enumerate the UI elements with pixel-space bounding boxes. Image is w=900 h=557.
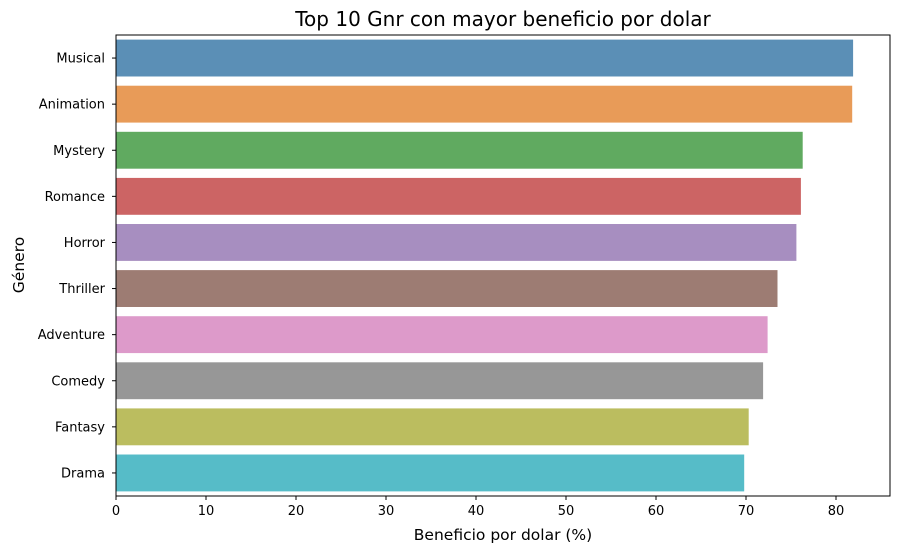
x-tick-label: 70: [738, 504, 755, 519]
bar-animation: [116, 85, 853, 123]
y-tick-label: Fantasy: [55, 420, 105, 435]
x-tick-label: 20: [288, 504, 305, 519]
plot-area: Musical Animation Mystery Romance Horror Thri…: [38, 34, 891, 519]
y-tick-label: Mystery: [53, 144, 105, 159]
bar-mystery: [116, 131, 803, 169]
plot-frame: [115, 34, 891, 497]
y-tick-label: Adventure: [38, 328, 105, 343]
y-tick-label: Animation: [39, 98, 105, 113]
bar-fantasy: [116, 408, 749, 446]
y-tick-label: Horror: [64, 236, 106, 251]
bar-musical: [116, 39, 854, 77]
x-axis-label: Beneficio por dolar (%): [414, 526, 592, 544]
bar-horror: [116, 224, 797, 261]
y-tick-label: Romance: [45, 190, 105, 205]
x-tick-label: 0: [112, 504, 120, 519]
x-tick-label: 60: [648, 504, 665, 519]
y-tick-label: Comedy: [51, 374, 105, 389]
x-tick-label: 30: [378, 504, 395, 519]
bar-romance: [116, 177, 801, 215]
y-tick-label: Drama: [61, 466, 105, 481]
bar-thriller: [116, 270, 778, 307]
y-tick-label: Musical: [56, 52, 105, 67]
bar-adventure: [116, 316, 768, 354]
bar-comedy: [116, 362, 764, 400]
bar-drama: [116, 454, 745, 492]
chart-title: Top 10 Gnr con mayor beneficio por dolar: [294, 7, 711, 31]
x-tick-label: 80: [828, 504, 845, 519]
y-tick-label: Thriller: [58, 282, 105, 297]
x-tick-label: 50: [558, 504, 575, 519]
x-tick-label: 10: [198, 504, 215, 519]
y-axis-label: Género: [10, 237, 28, 293]
x-tick-label: 40: [468, 504, 485, 519]
